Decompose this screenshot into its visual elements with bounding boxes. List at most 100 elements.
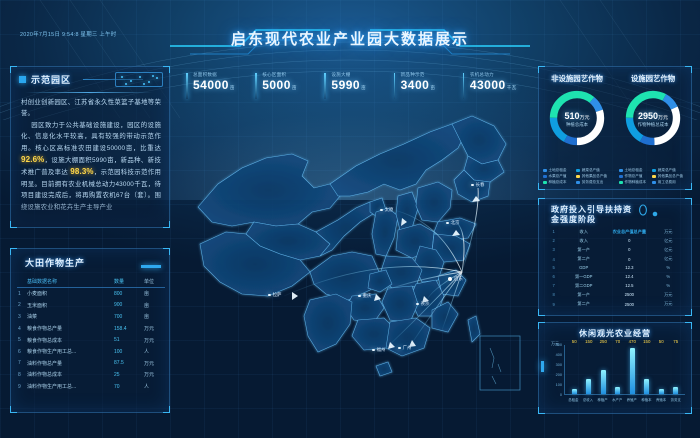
bar-column[interactable]: 150 (585, 339, 593, 394)
bar-column[interactable]: 470 (628, 339, 636, 394)
stat-label: 核心区面积 (262, 72, 287, 77)
table-row[interactable]: 2 玉米面积 900 亩 (17, 300, 165, 312)
corner-bl (538, 407, 545, 414)
map-city-marker[interactable]: 拉萨 (268, 292, 281, 298)
row-name: 油料作物生产用工总... (27, 384, 77, 391)
bar-column[interactable]: 50 (570, 339, 578, 394)
bar-value-label: 50 (571, 339, 577, 344)
stat-unit: 亩 (291, 85, 298, 90)
corner-bl (10, 406, 17, 413)
legend-swatch (619, 169, 623, 172)
donut-facility[interactable]: 设施园艺作物 2950万元 作物种植总成本 (615, 73, 691, 154)
bar-column[interactable]: 75 (672, 339, 680, 394)
stat-item: 设施大棚 5990亩 (324, 72, 393, 102)
stat-item: 新品种示范 3400亩 (393, 72, 463, 102)
bar-chart-title: 休闲观光农业经营 (579, 329, 651, 338)
demo-paragraph-2a: 园区致力于公共基础设施建设，园区的设施化、信息化水平较高，具有较强的带动示范作用… (21, 121, 161, 152)
legend-label: 劳务费总支出 (581, 180, 604, 184)
row-value: 158.4 (114, 325, 127, 332)
donut-left-unit: 万元 (579, 115, 590, 121)
map-city-marker[interactable]: 北京 (446, 220, 459, 226)
donut-segment-2 (625, 90, 681, 146)
map-city-marker[interactable]: 太原 (380, 207, 393, 213)
corner-tl (538, 66, 545, 73)
table-row[interactable]: 1 小麦面积 800 亩 (17, 288, 165, 300)
corner-br (163, 221, 170, 228)
city-label: 太原 (384, 207, 394, 212)
china-map-panel[interactable]: 长春北京 太原拉萨 重庆长沙 启东广州 福州 (180, 104, 530, 416)
table-row[interactable]: 8 第一产 2500 万元 (547, 290, 685, 299)
table-row[interactable]: 4 粮食作物总产量 158.4 万元 (17, 323, 165, 335)
row-value: 0 (628, 238, 631, 244)
map-city-marker[interactable]: 长沙 (416, 301, 429, 307)
y-tick-label: 500 (555, 343, 562, 347)
bar-fill (673, 386, 679, 394)
row-unit: 亿元 (664, 256, 673, 262)
donut-segment-4 (625, 90, 681, 146)
city-label: 启东 (454, 276, 463, 281)
city-label: 拉萨 (272, 292, 282, 297)
corner-tr (163, 248, 170, 255)
flight-paths (283, 187, 479, 349)
corner-bl (538, 309, 545, 316)
donut-nonfacility[interactable]: 非设施园艺作物 510万元 种植总成本 (539, 73, 615, 154)
table-row[interactable]: 5 GDP 12.3 % (547, 264, 685, 272)
row-name: 第二产 (577, 301, 590, 307)
city-dot-icon (471, 183, 474, 187)
stat-label: 设施大棚 (331, 72, 351, 77)
col-unit: 单位 (144, 278, 155, 285)
legend-item: 土地总租金 (619, 168, 650, 173)
table-row[interactable]: 8 油料作物总成本 25 万元 (17, 369, 165, 381)
row-index: 5 (18, 337, 21, 344)
legend-label: 蔬菜总产值 (581, 168, 600, 172)
table-row[interactable]: 3 第一产 0 亿元 (547, 245, 685, 254)
map-city-marker[interactable]: 广州 (398, 345, 411, 351)
map-city-marker[interactable]: 长春 (471, 182, 484, 188)
stat-label: 新品种示范 (400, 72, 425, 77)
map-city-marker[interactable]: 重庆 (358, 293, 371, 299)
legend-label: 其他果品总产值 (581, 174, 607, 178)
page-title: 启东现代农业产业园大数据展示 (230, 31, 469, 48)
government-funding-table[interactable]: 1 收入 农业总产值总产量 万元 2 收入 0 亿元 3 第一产 0 亿元 4 … (547, 227, 685, 309)
city-label: 长春 (475, 182, 485, 187)
bar-column[interactable]: 150 (643, 339, 651, 394)
field-crop-table[interactable]: 基础数据名称 数量 单位 1 小麦面积 800 亩 2 玉米面积 900 亩 3… (17, 275, 165, 392)
table-row[interactable]: 9 第二产 2500 万元 (547, 300, 685, 309)
demo-paragraph-2b: ，设施大棚面积5990亩，新品种、新技术推广普及率达 (21, 157, 161, 177)
legend-swatch (619, 175, 623, 178)
table-row[interactable]: 7 油料作物总产量 87.5 万元 (17, 358, 165, 370)
table-row[interactable]: 5 粮食作物总成本 51 万元 (17, 334, 165, 346)
bar-value-label: 250 (599, 339, 607, 344)
datetime-display: 2020年7月15日 9:54:8 星期三 上午时 (20, 32, 117, 38)
y-tick-label: 0 (559, 393, 562, 397)
corner-tl (538, 198, 545, 205)
table-row[interactable]: 4 第二产 0 亿元 (547, 255, 685, 264)
row-index: 9 (18, 383, 21, 390)
table-row[interactable]: 9 油料作物生产用工总... 70 人 (17, 381, 165, 393)
legend-swatch (576, 175, 581, 178)
donut-right-unit: 万元 (658, 115, 669, 121)
table-row[interactable]: 6 粮食作物生产用工总... 100 人 (17, 346, 165, 358)
bar-column[interactable]: 250 (599, 339, 607, 394)
page-header: 2020年7月15日 9:54:8 星期三 上午时 启东现代农业产业园大数据展示 (0, 0, 700, 60)
legend-item: 种植总成本 (543, 180, 574, 185)
table-row[interactable]: 1 收入 农业总产值总产量 万元 (547, 227, 685, 236)
map-city-marker[interactable]: 福州 (372, 347, 385, 353)
row-name: 第二GDP (574, 282, 593, 288)
stat-value: 3400亩 (400, 78, 436, 92)
map-city-marker[interactable]: 启东 (448, 276, 463, 282)
legend-label: 土地总租金 (548, 168, 567, 172)
row-value: 12.4 (625, 274, 634, 280)
table-row[interactable]: 6 第一GDP 12.4 % (547, 272, 685, 281)
stat-item: 总面积数据 54000亩 (186, 72, 255, 102)
table-header-row: 基础数据名称 数量 单位 (17, 275, 165, 288)
legend-swatch (652, 181, 657, 184)
table-row[interactable]: 2 收入 0 亿元 (547, 236, 685, 245)
x-tick-label: 总租金 (568, 398, 579, 402)
bar-column[interactable]: 50 (657, 339, 665, 394)
bar-chart-xaxis: 总租金 总收入 种植产 水产产 养殖产 种植本 养殖本 劳务支 (564, 397, 685, 402)
bar-column[interactable]: 70 (614, 339, 622, 394)
table-row[interactable]: 7 第二GDP 12.5 % (547, 281, 685, 290)
donut-right-chart (625, 90, 681, 146)
table-row[interactable]: 3 油菜 700 亩 (17, 311, 165, 323)
